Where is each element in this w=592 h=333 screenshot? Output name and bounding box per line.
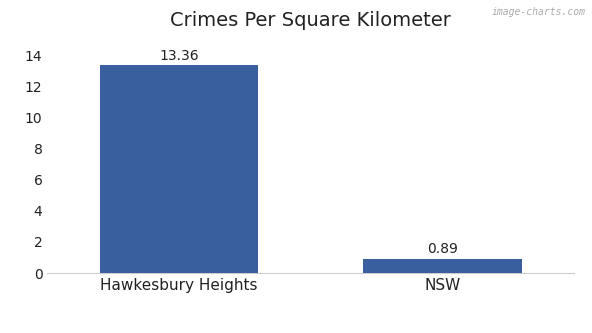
Text: image-charts.com: image-charts.com xyxy=(492,7,586,17)
Text: 13.36: 13.36 xyxy=(159,49,199,63)
Text: 0.89: 0.89 xyxy=(427,242,458,256)
Bar xyxy=(363,259,522,273)
Bar xyxy=(100,66,258,273)
Title: Crimes Per Square Kilometer: Crimes Per Square Kilometer xyxy=(170,11,451,30)
